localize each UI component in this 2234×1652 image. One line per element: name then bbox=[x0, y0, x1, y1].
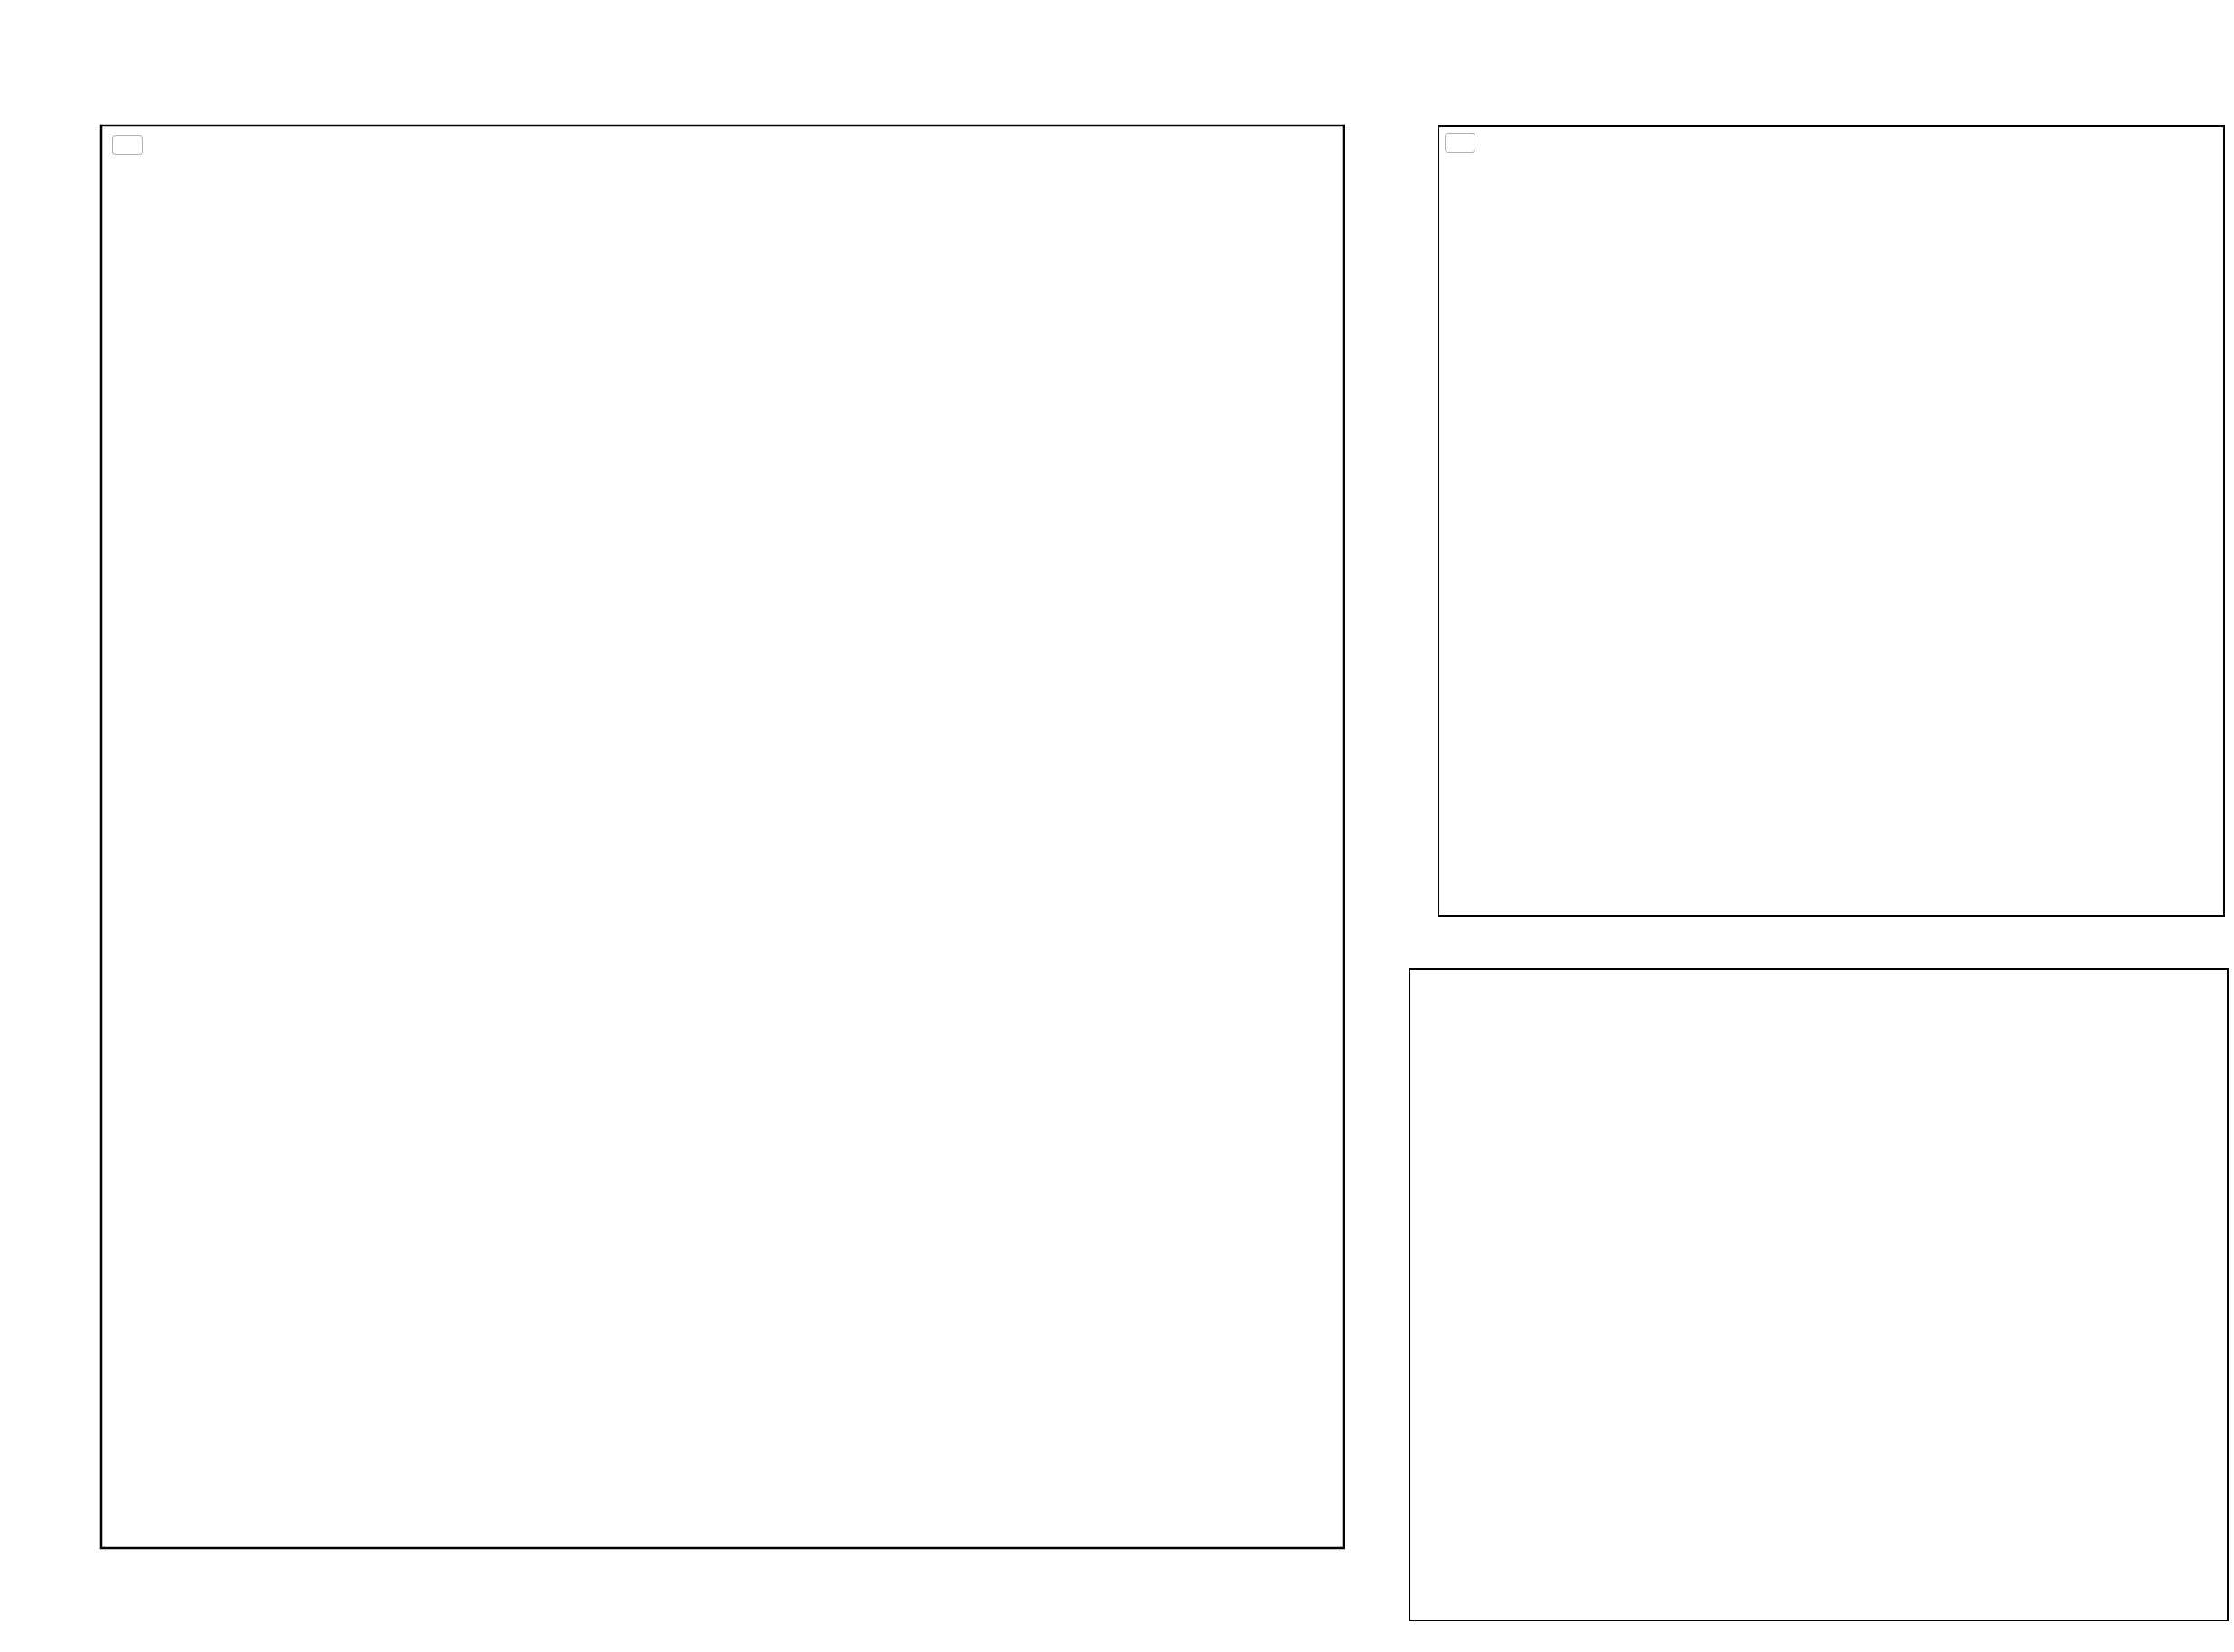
skewt-legend bbox=[112, 135, 143, 155]
hodograph-chart bbox=[1438, 125, 2225, 917]
indices-panel bbox=[1409, 968, 2229, 1621]
skewt-chart bbox=[99, 124, 1345, 1550]
skewt-plot-border bbox=[99, 124, 1345, 1550]
hodograph-border bbox=[1438, 125, 2225, 917]
hodograph-legend bbox=[1445, 133, 1475, 153]
